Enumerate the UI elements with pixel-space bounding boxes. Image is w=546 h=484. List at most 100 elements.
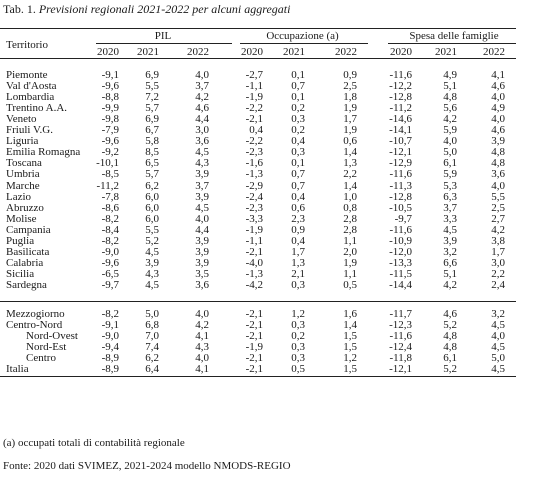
table-cell: -2,1 xyxy=(245,308,263,320)
table-cell: -8,6 xyxy=(101,202,119,214)
table-cell: -10,1 xyxy=(96,157,119,169)
table-cell: -4,0 xyxy=(245,257,263,269)
table-cell: 4,0 xyxy=(195,213,209,225)
table-cell: 0,1 xyxy=(291,69,305,81)
table-cell: 0,2 xyxy=(291,102,305,114)
table-cell: 1,2 xyxy=(343,352,357,364)
table-cell: -11,2 xyxy=(389,102,412,114)
table-cell: 6,9 xyxy=(145,69,159,81)
table-cell: 0,3 xyxy=(291,352,305,364)
table-cell: 4,5 xyxy=(491,341,505,353)
table-cell: 3,7 xyxy=(195,180,209,192)
group-rule-occupazione xyxy=(240,43,368,44)
table-cell: 5,3 xyxy=(443,180,457,192)
table-cell: 4,9 xyxy=(491,102,505,114)
table-cell: 3,9 xyxy=(195,191,209,203)
table-cell: -1,3 xyxy=(245,268,263,280)
table-cell: 6,1 xyxy=(443,352,457,364)
table-cell: -11,6 xyxy=(389,168,412,180)
table-cell: 3,0 xyxy=(195,124,209,136)
table-cell: 4,3 xyxy=(195,157,209,169)
table-cell: 2,1 xyxy=(291,268,305,280)
table-caption: Tab. 1. Previsioni regionali 2021-2022 p… xyxy=(3,2,290,17)
row-label: Basilicata xyxy=(6,246,50,258)
table-cell: 1,2 xyxy=(291,308,305,320)
table-cell: 0,4 xyxy=(291,235,305,247)
table-cell: 4,4 xyxy=(195,113,209,125)
row-label: Umbria xyxy=(6,168,40,180)
table-cell: 3,0 xyxy=(491,257,505,269)
table-cell: -11,6 xyxy=(389,224,412,236)
table-cell: -12,0 xyxy=(389,246,412,258)
table-cell: 4,2 xyxy=(491,224,505,236)
table-cell: 1,4 xyxy=(343,319,357,331)
table-cell: -13,3 xyxy=(389,257,412,269)
table-cell: 4,5 xyxy=(443,224,457,236)
table-cell: -12,9 xyxy=(389,157,412,169)
table-cell: 4,0 xyxy=(443,135,457,147)
table-cell: 1,3 xyxy=(291,257,305,269)
row-label: Puglia xyxy=(6,235,35,247)
table-cell: 0,3 xyxy=(291,319,305,331)
table-cell: 4,1 xyxy=(195,363,209,375)
table-cell: 6,4 xyxy=(145,363,159,375)
table-cell: -14,4 xyxy=(389,279,412,291)
table-cell: 6,9 xyxy=(145,113,159,125)
table-cell: -2,2 xyxy=(245,135,263,147)
table-cell: 1,1 xyxy=(343,235,357,247)
table-cell: 0,9 xyxy=(343,69,357,81)
table-cell: 0,7 xyxy=(291,168,305,180)
table-cell: 2,7 xyxy=(491,213,505,225)
table-cell: -2,7 xyxy=(245,69,263,81)
row-label: Veneto xyxy=(6,113,37,125)
row-label: Emilia Romagna xyxy=(6,146,81,158)
year-header: 2020 xyxy=(97,46,119,58)
year-header: 2022 xyxy=(187,46,209,58)
table-cell: 4,6 xyxy=(443,308,457,320)
table-cell: 1,8 xyxy=(343,91,357,103)
table-cell: 5,0 xyxy=(491,352,505,364)
table-cell: 4,8 xyxy=(443,330,457,342)
table-cell: 4,0 xyxy=(195,352,209,364)
table-cell: 7,2 xyxy=(145,91,159,103)
group-header-occupazione: Occupazione (a) xyxy=(266,30,339,42)
table-cell: 5,6 xyxy=(443,102,457,114)
table-cell: 4,0 xyxy=(491,113,505,125)
table-cell: -7,9 xyxy=(101,124,119,136)
table-cell: 4,5 xyxy=(491,319,505,331)
table-cell: 3,9 xyxy=(195,246,209,258)
table-cell: 6,6 xyxy=(443,257,457,269)
header-rule xyxy=(0,58,516,59)
table-cell: 4,1 xyxy=(491,69,505,81)
table-cell: 1,4 xyxy=(343,146,357,158)
table-cell: 5,5 xyxy=(491,191,505,203)
table-cell: -9,7 xyxy=(101,279,119,291)
table-cell: -2,1 xyxy=(245,363,263,375)
table-cell: -14,6 xyxy=(389,113,412,125)
table-cell: 0,1 xyxy=(291,91,305,103)
table-cell: -11,5 xyxy=(389,268,412,280)
table-cell: -12,1 xyxy=(389,146,412,158)
table-cell: -12,8 xyxy=(389,91,412,103)
table-cell: 6,0 xyxy=(145,191,159,203)
table-cell: 1,5 xyxy=(343,330,357,342)
table-cell: 4,8 xyxy=(491,146,505,158)
table-cell: -10,7 xyxy=(389,135,412,147)
table-cell: 4,3 xyxy=(195,341,209,353)
row-label: Sardegna xyxy=(6,279,47,291)
row-label: Lazio xyxy=(6,191,32,203)
row-label: Lombardia xyxy=(6,91,55,103)
table-cell: 3,9 xyxy=(145,257,159,269)
table-cell: 4,2 xyxy=(195,319,209,331)
table-cell: 1,9 xyxy=(343,102,357,114)
table-cell: 6,2 xyxy=(145,180,159,192)
table-cell: 2,5 xyxy=(491,202,505,214)
table-cell: 0,3 xyxy=(291,146,305,158)
row-label: Piemonte xyxy=(6,69,48,81)
year-header: 2020 xyxy=(241,46,263,58)
table-cell: 1,1 xyxy=(343,268,357,280)
table-cell: 2,5 xyxy=(343,80,357,92)
table-cell: 4,2 xyxy=(443,279,457,291)
table-cell: 4,5 xyxy=(145,279,159,291)
row-label: Nord-Ovest xyxy=(26,330,78,342)
